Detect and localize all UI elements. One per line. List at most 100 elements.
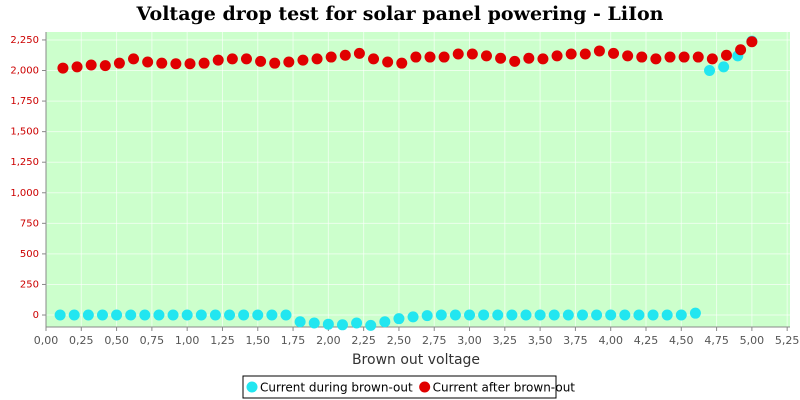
x-tick-label: 1,50	[246, 334, 271, 347]
point	[71, 61, 83, 73]
x-tick-label: 3,75	[563, 334, 588, 347]
point	[111, 309, 123, 321]
y-tick-label: 1,500	[10, 127, 39, 138]
point	[704, 65, 716, 77]
point	[506, 309, 518, 321]
point	[266, 309, 278, 321]
point	[368, 53, 380, 65]
point	[562, 309, 574, 321]
x-tick-label: 1,00	[175, 334, 200, 347]
point	[551, 50, 563, 62]
point	[576, 309, 588, 321]
plot-area	[46, 32, 790, 327]
point	[252, 309, 264, 321]
point	[82, 309, 94, 321]
y-tick-label: 1,000	[10, 188, 39, 199]
point	[718, 61, 730, 73]
point	[523, 52, 535, 64]
legend-label: Current during brown-out	[260, 381, 413, 395]
point	[283, 56, 295, 68]
point	[339, 49, 351, 61]
x-tick-label: 4,50	[669, 334, 694, 347]
x-tick-label: 1,25	[210, 334, 235, 347]
legend	[242, 375, 557, 399]
x-tick-label: 2,00	[316, 334, 341, 347]
point	[294, 316, 306, 328]
point	[675, 309, 687, 321]
point	[297, 54, 309, 66]
point	[435, 309, 447, 321]
point	[57, 62, 69, 74]
x-tick-label: 0,50	[104, 334, 129, 347]
x-tick-label: 5,00	[740, 334, 765, 347]
point	[85, 59, 97, 71]
legend-marker	[246, 381, 258, 393]
point	[492, 309, 504, 321]
point	[466, 48, 478, 60]
point	[636, 51, 648, 63]
chart-title: Voltage drop test for solar panel poweri…	[136, 3, 664, 25]
point	[692, 51, 704, 63]
x-axis-label: Brown out voltage	[352, 352, 480, 368]
point	[746, 36, 758, 48]
point	[382, 56, 394, 68]
point	[537, 53, 549, 65]
point	[735, 44, 747, 56]
point	[605, 309, 617, 321]
point	[396, 57, 408, 69]
point	[410, 51, 422, 63]
y-tick-label: 1,750	[10, 96, 39, 107]
point	[167, 309, 179, 321]
point	[622, 50, 634, 62]
x-tick-label: 3,50	[528, 334, 553, 347]
point	[226, 53, 238, 65]
point	[212, 54, 224, 66]
y-tick-label: 2,250	[10, 35, 39, 46]
point	[125, 309, 137, 321]
point	[209, 309, 221, 321]
point	[664, 51, 676, 63]
point	[689, 307, 701, 319]
point	[353, 47, 365, 59]
point	[579, 48, 591, 60]
y-tick-label: 250	[20, 279, 39, 290]
point	[452, 48, 464, 60]
point	[170, 58, 182, 70]
point	[311, 53, 323, 65]
point	[438, 51, 450, 63]
point	[139, 309, 151, 321]
x-tick-label: 4,25	[634, 334, 659, 347]
y-tick-label: 500	[20, 249, 39, 260]
point	[647, 309, 659, 321]
point	[198, 57, 210, 69]
point	[184, 58, 196, 70]
point	[565, 48, 577, 60]
point	[678, 51, 690, 63]
point	[240, 53, 252, 65]
point	[99, 60, 111, 72]
point	[308, 317, 320, 329]
x-tick-label: 4,75	[704, 334, 729, 347]
point	[495, 52, 507, 64]
x-tick-label: 2,50	[387, 334, 412, 347]
point	[449, 309, 461, 321]
x-tick-label: 5,25	[775, 334, 800, 347]
point	[520, 309, 532, 321]
point	[421, 310, 433, 322]
point	[633, 309, 645, 321]
y-tick-label: 750	[20, 218, 39, 229]
x-tick-label: 3,00	[457, 334, 482, 347]
y-tick-label: 0	[33, 310, 39, 321]
point	[153, 309, 165, 321]
point	[238, 309, 250, 321]
point	[336, 319, 348, 331]
x-tick-label: 0,75	[140, 334, 165, 347]
point	[255, 55, 267, 67]
legend-marker	[419, 381, 431, 393]
point	[322, 318, 334, 330]
x-tick-label: 2,75	[422, 334, 447, 347]
x-tick-label: 0,25	[69, 334, 94, 347]
point	[269, 57, 281, 69]
x-tick-label: 3,25	[493, 334, 518, 347]
point	[593, 45, 605, 57]
